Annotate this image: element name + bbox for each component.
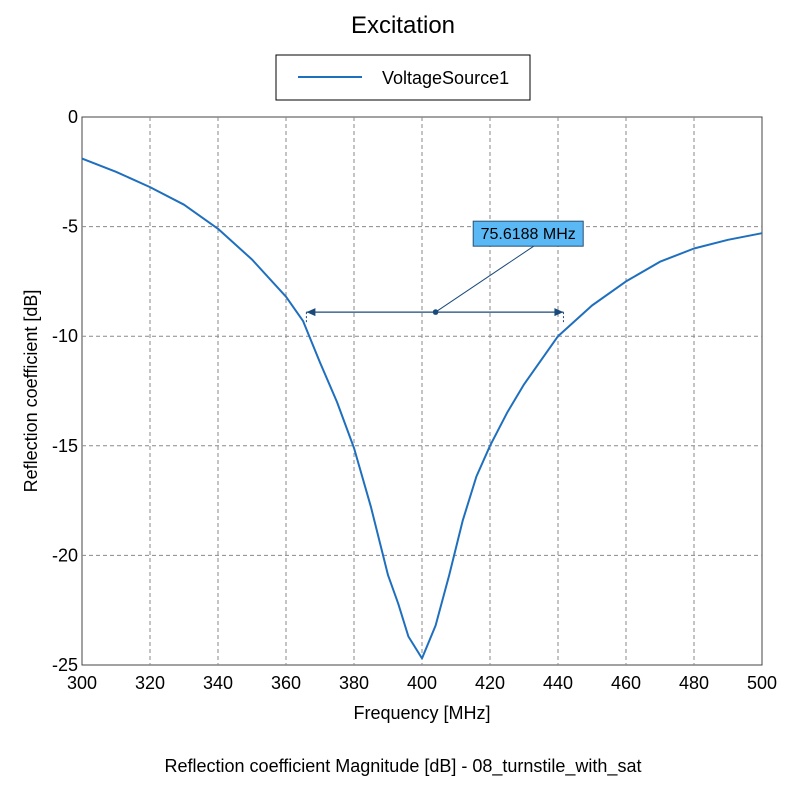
legend-label: VoltageSource1 [382, 68, 509, 88]
x-tick-label: 340 [203, 673, 233, 693]
x-tick-label: 380 [339, 673, 369, 693]
series-group [81, 157, 763, 660]
y-tick-label: -10 [52, 326, 78, 346]
x-axis-label: Frequency [MHz] [353, 703, 490, 723]
y-tick-label: -15 [52, 436, 78, 456]
grid [82, 117, 762, 665]
x-tick-label: 480 [679, 673, 709, 693]
annotation-box [472, 220, 584, 247]
y-tick-label: -5 [62, 217, 78, 237]
legend: VoltageSource1 [275, 54, 531, 101]
x-tick-label: 420 [475, 673, 505, 693]
x-tick-label: 500 [747, 673, 777, 693]
y-tick-label: -25 [52, 655, 78, 675]
annotation-label: 75.6188 MHz [481, 226, 576, 243]
annotation-leader [435, 244, 536, 313]
y-axis-label: Reflection coefficient [dB] [21, 290, 41, 493]
chart-title: Excitation [351, 12, 455, 39]
x-tick-label: 360 [271, 673, 301, 693]
bandwidth-annotation: 75.6188 MHz [305, 220, 584, 325]
y-tick-label: -20 [52, 545, 78, 565]
x-tick-label: 440 [543, 673, 573, 693]
chart-caption: Reflection coefficient Magnitude [dB] - … [165, 756, 642, 777]
arrow-right [554, 308, 564, 317]
plot-area: 300 320 340 360 380 400 420 440 460 480 500 0 -5 -10… [52, 107, 777, 693]
y-axis-ticks: 0 -5 -10 -15 -20 -25 [52, 107, 78, 675]
arrow-left [306, 308, 316, 317]
x-tick-label: 400 [407, 673, 437, 693]
x-tick-label: 300 [67, 673, 97, 693]
series-line-VoltageSource1 [81, 157, 763, 660]
x-axis-ticks: 300 320 340 360 380 400 420 440 460 480 500 [67, 673, 777, 693]
x-tick-label: 320 [135, 673, 165, 693]
y-tick-label: 0 [68, 107, 78, 127]
x-tick-label: 460 [611, 673, 641, 693]
